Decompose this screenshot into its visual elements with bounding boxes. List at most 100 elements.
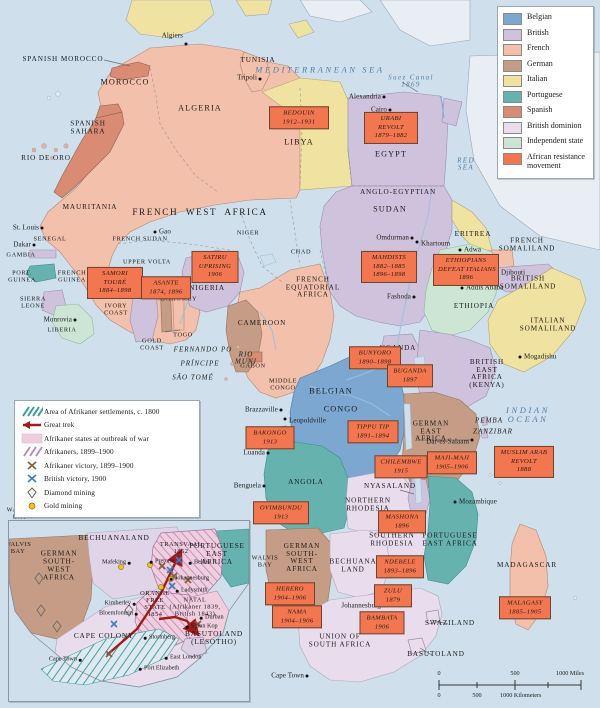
inset-city-dot xyxy=(188,561,192,565)
city-dot xyxy=(40,226,44,230)
inset-legend-label: Afrikaner victory, 1899–1900 xyxy=(44,460,134,470)
city-dot xyxy=(262,484,266,488)
main-scale-miles-max: 1000 Miles xyxy=(556,670,585,677)
resistance-movement-box: CHILEMBWE 1915 xyxy=(374,455,428,479)
inset-city-dot xyxy=(185,625,189,629)
legend-label: French xyxy=(527,43,550,52)
city-dot xyxy=(382,95,386,99)
inset-city-dot xyxy=(127,561,131,565)
legend-label: Independent state xyxy=(527,136,584,145)
inset-city-dot xyxy=(132,602,136,606)
inset-legend-item-x-blue: British victory, 1900 xyxy=(20,473,195,485)
resistance-movement-box: MASHONA 1896 xyxy=(378,510,426,534)
legend-swatch xyxy=(503,44,522,56)
inset-city-dot xyxy=(78,658,82,662)
x-brown-icon xyxy=(20,460,44,471)
inset-city-dot xyxy=(175,589,179,593)
resistance-movement-box: ETHIOPIANS DEFEAT ITALIANS 1896 xyxy=(433,253,499,287)
legend-swatch xyxy=(503,59,522,72)
main-scale-miles-mid: 500 xyxy=(510,670,520,677)
inset-legend-item-gold-dot: Gold mining xyxy=(20,500,195,512)
city-dot xyxy=(410,236,414,240)
city-dot xyxy=(415,240,419,244)
inset-legend-item-x-brown: Afrikaner victory, 1899–1900 xyxy=(20,459,195,471)
inset-legend-label: Diamond mining xyxy=(44,487,96,497)
legend-label: Belgian xyxy=(527,12,552,21)
inset-legend-item-hatch-teal: Area of Afrikaner settlements, c. 1800 xyxy=(20,405,195,417)
legend-item-spanish: Spanish xyxy=(503,105,588,118)
inset-legend-label: Great trek xyxy=(44,420,75,429)
legend-item-independent-state: Independent state xyxy=(503,136,588,149)
resistance-movement-box: BUGANDA 1897 xyxy=(387,364,433,388)
resistance-movement-box: SAMORI TOURÉ 1884–1898 xyxy=(87,266,143,300)
inset-city-dot xyxy=(199,616,203,620)
city-dot xyxy=(73,318,77,322)
inset-city-dot xyxy=(138,667,142,671)
resistance-movement-box: SATIRU UPRISING 1906 xyxy=(191,250,239,284)
resistance-movement-box: MUSLIM ARAB REVOLT 1888 xyxy=(494,445,554,479)
inset-city-dot xyxy=(149,560,153,564)
legend-item-french: French xyxy=(503,43,588,56)
resistance-movement-box: ZULU 1879 xyxy=(374,584,412,608)
legend-item-british: British xyxy=(503,28,588,41)
legend-label: Spanish xyxy=(527,105,553,114)
resistance-movement-box: BAMBATA 1906 xyxy=(359,611,405,635)
inset-city-dot xyxy=(143,636,147,640)
legend-swatch xyxy=(503,75,522,87)
city-dot xyxy=(258,77,262,81)
inset-legend-label: British victory, 1900 xyxy=(44,474,107,483)
inset-legend-item-arrow-red: Great trek xyxy=(20,419,195,431)
inset-legend-label: Afrikaners, 1899–1900 xyxy=(44,447,114,456)
legend-swatch xyxy=(503,13,522,25)
legend-item-portuguese: Portuguese xyxy=(503,90,588,103)
inset-map-legend: Area of Afrikaner settlements, c. 1800 Gr… xyxy=(14,400,200,518)
legend-item-british-dominion: British dominion xyxy=(503,121,588,134)
legend-label: German xyxy=(527,58,553,68)
main-scale-km-mid: 500 xyxy=(472,692,482,699)
hatch-purple-icon xyxy=(20,446,44,457)
city-dot xyxy=(279,408,283,412)
city-dot xyxy=(412,295,416,299)
city-dot xyxy=(518,355,522,359)
city-dot xyxy=(184,42,188,46)
inset-legend-label: Afrikaner states at outbreak of war xyxy=(44,433,150,443)
resistance-movement-box: MAJI-MAJI 1905–1906 xyxy=(427,451,477,475)
resistance-movement-box: ASANTE 1874, 1896 xyxy=(141,276,191,300)
inset-legend-label: Gold mining xyxy=(44,501,83,510)
resistance-movement-box: BUNYORO 1890–1898 xyxy=(349,346,401,370)
hatch-teal-icon xyxy=(20,405,44,417)
legend-label: British xyxy=(527,27,549,37)
resistance-movement-box: URABI REVOLT 1879–1882 xyxy=(364,111,418,145)
inset-legend-item-swatch-pink: Afrikaner states at outbreak of war xyxy=(20,432,195,444)
city-dot xyxy=(305,674,309,678)
city-dot xyxy=(266,451,270,455)
city-dot xyxy=(283,417,287,421)
inset-city-dot xyxy=(164,656,168,660)
resistance-movement-box: BEDOUIN 1912–1931 xyxy=(269,106,329,130)
resistance-movement-box: BAKONGO 1913 xyxy=(245,426,295,450)
resistance-movement-box: OVIMBUNDU 1913 xyxy=(253,501,309,525)
legend-swatch xyxy=(503,106,522,118)
city-dot xyxy=(470,438,474,442)
legend-label: Italian xyxy=(527,74,548,83)
legend-item-italian: Italian xyxy=(503,74,588,87)
city-dot xyxy=(153,230,157,234)
legend-label: African resistance movement xyxy=(527,151,585,170)
legend-swatch xyxy=(503,121,522,134)
map-legend: Belgian British French German Italian Portugu… xyxy=(497,6,594,180)
city-dot xyxy=(458,248,462,252)
gold-dot-icon xyxy=(20,500,44,511)
main-scale-miles-0: 0 xyxy=(437,670,441,677)
city-dot xyxy=(32,243,36,247)
resistance-movement-box: NDEBELE 1893–1896 xyxy=(376,555,424,579)
city-dot xyxy=(453,500,457,504)
main-scale-km-max: 1000 Kilometers xyxy=(500,692,542,699)
legend-item-belgian: Belgian xyxy=(503,12,588,25)
legend-item-african-resistance-movement: African resistance movement xyxy=(503,152,588,170)
main-scale-km-0: 0 xyxy=(437,692,441,699)
resistance-movement-box: MALAGASY 1885–1905 xyxy=(499,596,551,620)
resistance-movement-box: HERERO 1904–1906 xyxy=(265,582,315,606)
city-dot xyxy=(460,286,464,290)
legend-item-german: German xyxy=(503,59,588,72)
